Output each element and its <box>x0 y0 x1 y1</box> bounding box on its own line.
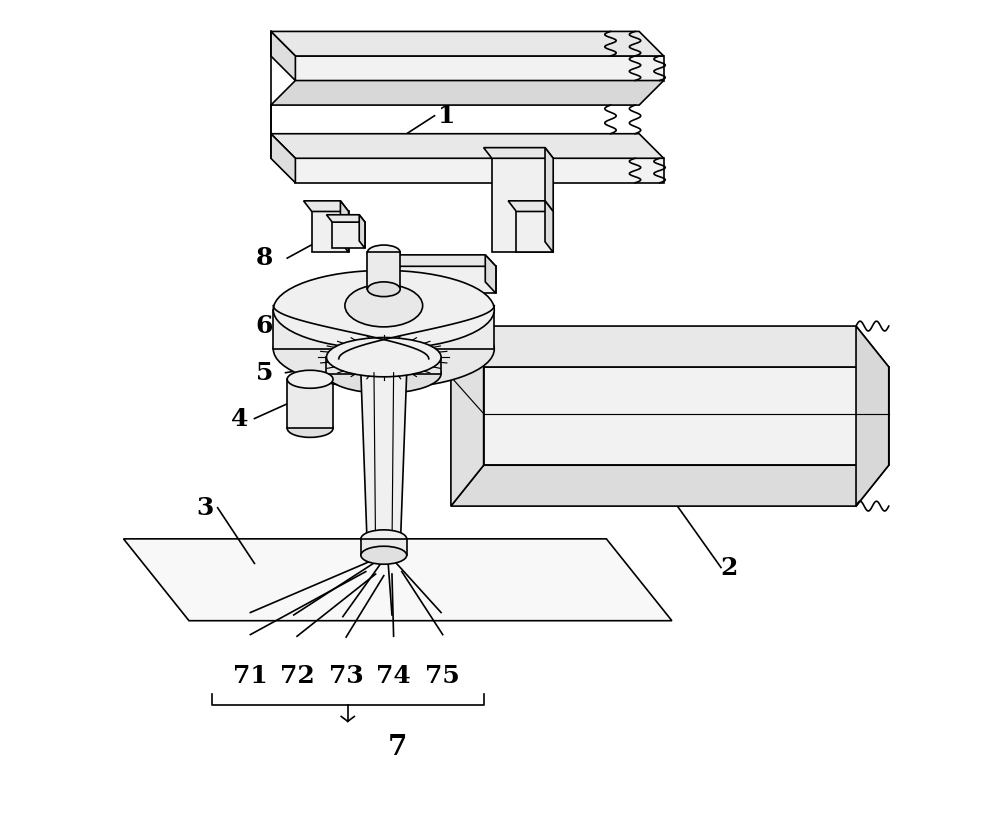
Ellipse shape <box>326 353 441 393</box>
Text: 71: 71 <box>233 663 268 687</box>
Text: 73: 73 <box>329 663 364 687</box>
Ellipse shape <box>361 530 407 548</box>
Text: 5: 5 <box>256 361 273 385</box>
Polygon shape <box>451 326 484 506</box>
Polygon shape <box>485 255 496 293</box>
Polygon shape <box>375 255 496 266</box>
Ellipse shape <box>273 310 494 388</box>
Polygon shape <box>326 357 441 373</box>
Ellipse shape <box>326 338 441 377</box>
Polygon shape <box>451 326 889 367</box>
Polygon shape <box>385 266 496 293</box>
Ellipse shape <box>287 419 333 438</box>
Ellipse shape <box>345 284 423 327</box>
Polygon shape <box>361 372 407 551</box>
Polygon shape <box>367 252 400 289</box>
Polygon shape <box>545 201 553 252</box>
Text: 74: 74 <box>376 663 411 687</box>
Polygon shape <box>271 133 664 158</box>
Polygon shape <box>451 466 889 506</box>
Polygon shape <box>856 326 889 506</box>
Polygon shape <box>304 201 349 212</box>
Text: 2: 2 <box>720 555 738 579</box>
Text: 3: 3 <box>197 496 214 520</box>
Polygon shape <box>273 310 494 349</box>
Polygon shape <box>295 158 664 183</box>
Polygon shape <box>271 31 295 81</box>
Polygon shape <box>359 215 365 248</box>
Polygon shape <box>340 201 349 252</box>
Polygon shape <box>295 56 664 81</box>
Text: 75: 75 <box>425 663 460 687</box>
Ellipse shape <box>367 282 400 297</box>
Text: 8: 8 <box>256 246 273 270</box>
Polygon shape <box>271 31 664 56</box>
Polygon shape <box>271 133 295 183</box>
Text: 72: 72 <box>280 663 314 687</box>
Ellipse shape <box>273 270 494 349</box>
Polygon shape <box>361 539 407 555</box>
Polygon shape <box>332 222 365 248</box>
Ellipse shape <box>367 245 400 260</box>
Polygon shape <box>484 147 553 158</box>
Polygon shape <box>492 158 553 252</box>
Polygon shape <box>312 212 349 252</box>
Polygon shape <box>516 212 553 252</box>
Polygon shape <box>326 215 365 222</box>
Polygon shape <box>508 201 553 212</box>
Text: 6: 6 <box>256 314 273 338</box>
Ellipse shape <box>287 370 333 388</box>
Ellipse shape <box>361 546 407 564</box>
Polygon shape <box>271 81 664 105</box>
Polygon shape <box>545 147 553 252</box>
Text: 1: 1 <box>438 104 455 128</box>
Text: 4: 4 <box>231 406 248 431</box>
Polygon shape <box>287 379 333 428</box>
Text: 7: 7 <box>388 734 407 761</box>
Polygon shape <box>484 367 889 466</box>
Polygon shape <box>124 539 672 620</box>
